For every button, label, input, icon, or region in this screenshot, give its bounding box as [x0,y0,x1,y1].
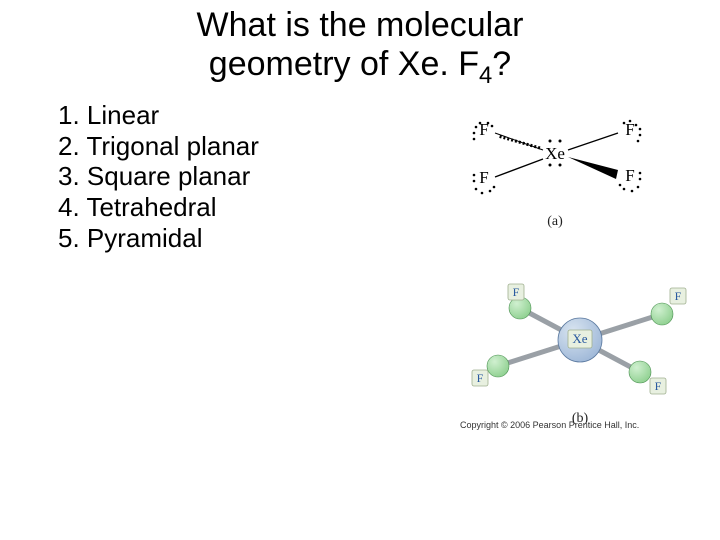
lewis-f-lr: F [625,166,634,185]
svg-text:F: F [513,285,520,299]
lewis-f-ll: F [479,168,488,187]
model-label-f-ll: F [472,370,488,386]
model-label-f-ul: F [508,284,524,300]
lewis-f-ur: F [625,120,634,139]
model-label-f-ur: F [670,288,686,304]
svg-text:F: F [655,379,662,393]
title-line-1: What is the molecular [197,6,524,44]
svg-text:F: F [675,289,682,303]
option-4: 4. Tetrahedral [58,192,259,223]
lewis-structure-diagram: Xe F F F F (a) [440,115,670,215]
slide-title: What is the molecular geometry of Xe. F4… [0,0,720,89]
title-line-2-post: ? [492,45,511,83]
model-label-f-lr: F [650,378,666,394]
lewis-svg: Xe F F F F [440,115,670,215]
answer-options: 1. Linear 2. Trigonal planar 3. Square p… [58,100,259,253]
model-label-xe: Xe [568,330,592,348]
option-5: 5. Pyramidal [58,223,259,254]
molecular-model-diagram: Xe F F F F (b) [460,270,700,430]
lewis-center-label: Xe [545,144,565,163]
title-line-2-pre: geometry of Xe. F [209,45,479,83]
svg-text:F: F [477,371,484,385]
model-svg: Xe F F F F [460,270,700,410]
diagram-a-caption: (a) [440,214,670,230]
option-3: 3. Square planar [58,161,259,192]
svg-text:Xe: Xe [572,331,587,346]
option-2: 2. Trigonal planar [58,131,259,162]
title-subscript: 4 [479,62,492,89]
option-1: 1. Linear [58,100,259,131]
copyright-text: Copyright © 2006 Pearson Prentice Hall, … [460,420,639,430]
